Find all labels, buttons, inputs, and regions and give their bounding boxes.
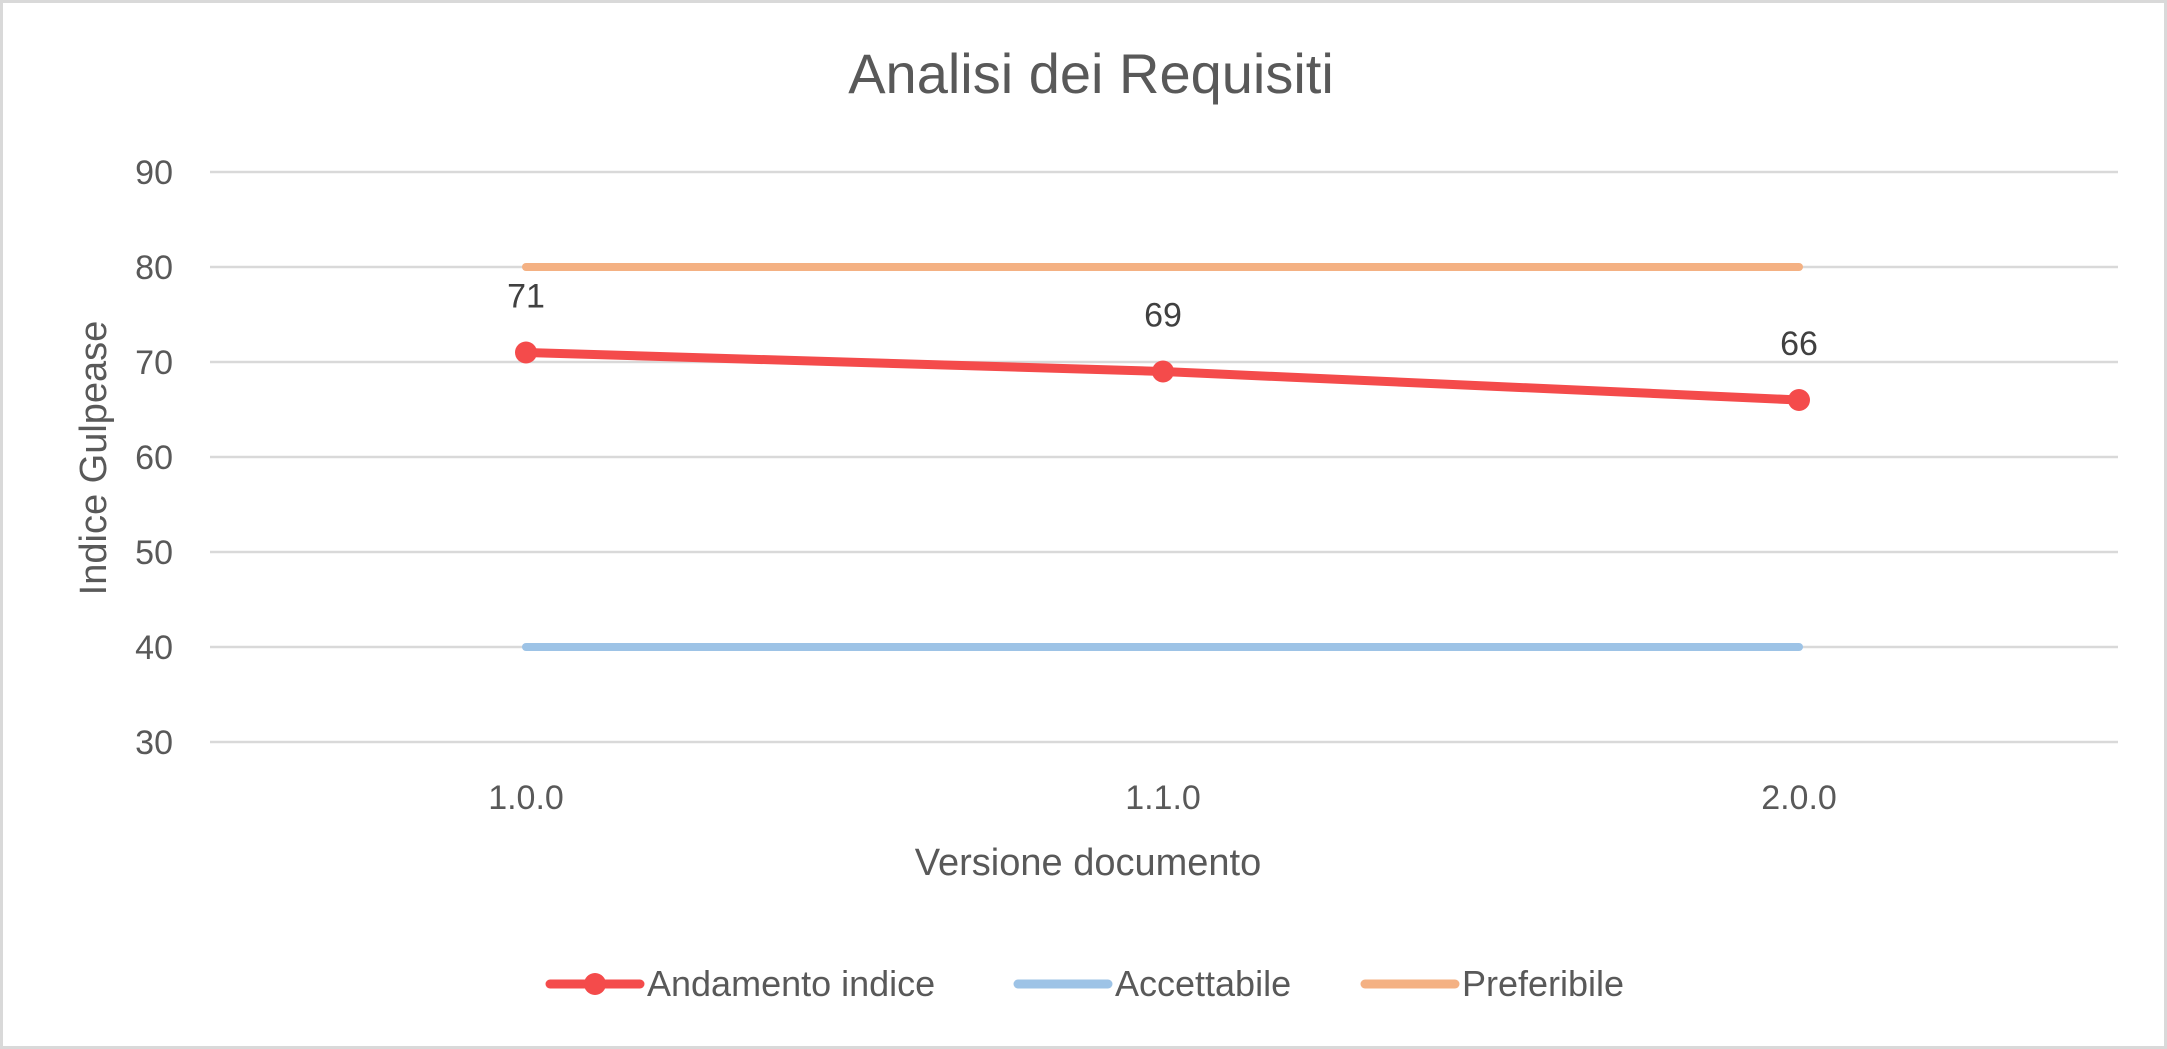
- legend-label: Accettabile: [1115, 963, 1291, 1004]
- y-tick-label: 80: [135, 249, 173, 287]
- data-label: 66: [1780, 325, 1818, 363]
- series-lines: [515, 263, 1810, 651]
- legend-label: Andamento indice: [647, 963, 935, 1004]
- legend: Andamento indice Accettabile Preferibile: [545, 963, 1624, 1004]
- legend-label: Preferibile: [1462, 963, 1624, 1004]
- y-tick-label: 70: [135, 344, 173, 382]
- y-axis-label: Indice Gulpease: [73, 321, 115, 596]
- legend-item-preferibile: Preferibile: [1360, 963, 1624, 1004]
- x-axis-label: Versione documento: [915, 842, 1261, 884]
- gridlines: [210, 170, 2118, 744]
- y-tick-label: 90: [135, 154, 173, 192]
- data-labels: 71 69 66: [507, 278, 1818, 364]
- y-tick-label: 40: [135, 629, 173, 667]
- data-point: [1788, 389, 1810, 411]
- data-point: [515, 341, 537, 364]
- y-tick-label: 60: [135, 439, 173, 477]
- line-chart: Analisi dei Requisiti Indice Gulpease Ve…: [73, 42, 2118, 1004]
- legend-item-andamento-indice: Andamento indice: [545, 963, 935, 1004]
- x-axis-ticks: 1.0.0 1.1.0 2.0.0: [488, 779, 1837, 817]
- data-label: 69: [1144, 297, 1182, 335]
- data-label: 71: [507, 278, 545, 316]
- y-axis-ticks: 30 40 50 60 70 80 90: [135, 154, 173, 762]
- y-tick-label: 30: [135, 724, 173, 762]
- data-point: [1152, 360, 1174, 383]
- chart-title: Analisi dei Requisiti: [848, 42, 1334, 105]
- legend-item-accettabile: Accettabile: [1013, 963, 1291, 1004]
- y-tick-label: 50: [135, 534, 173, 572]
- x-tick-label: 1.1.0: [1125, 779, 1201, 817]
- legend-marker: [584, 973, 606, 995]
- x-tick-label: 1.0.0: [488, 779, 564, 817]
- x-tick-label: 2.0.0: [1761, 779, 1837, 817]
